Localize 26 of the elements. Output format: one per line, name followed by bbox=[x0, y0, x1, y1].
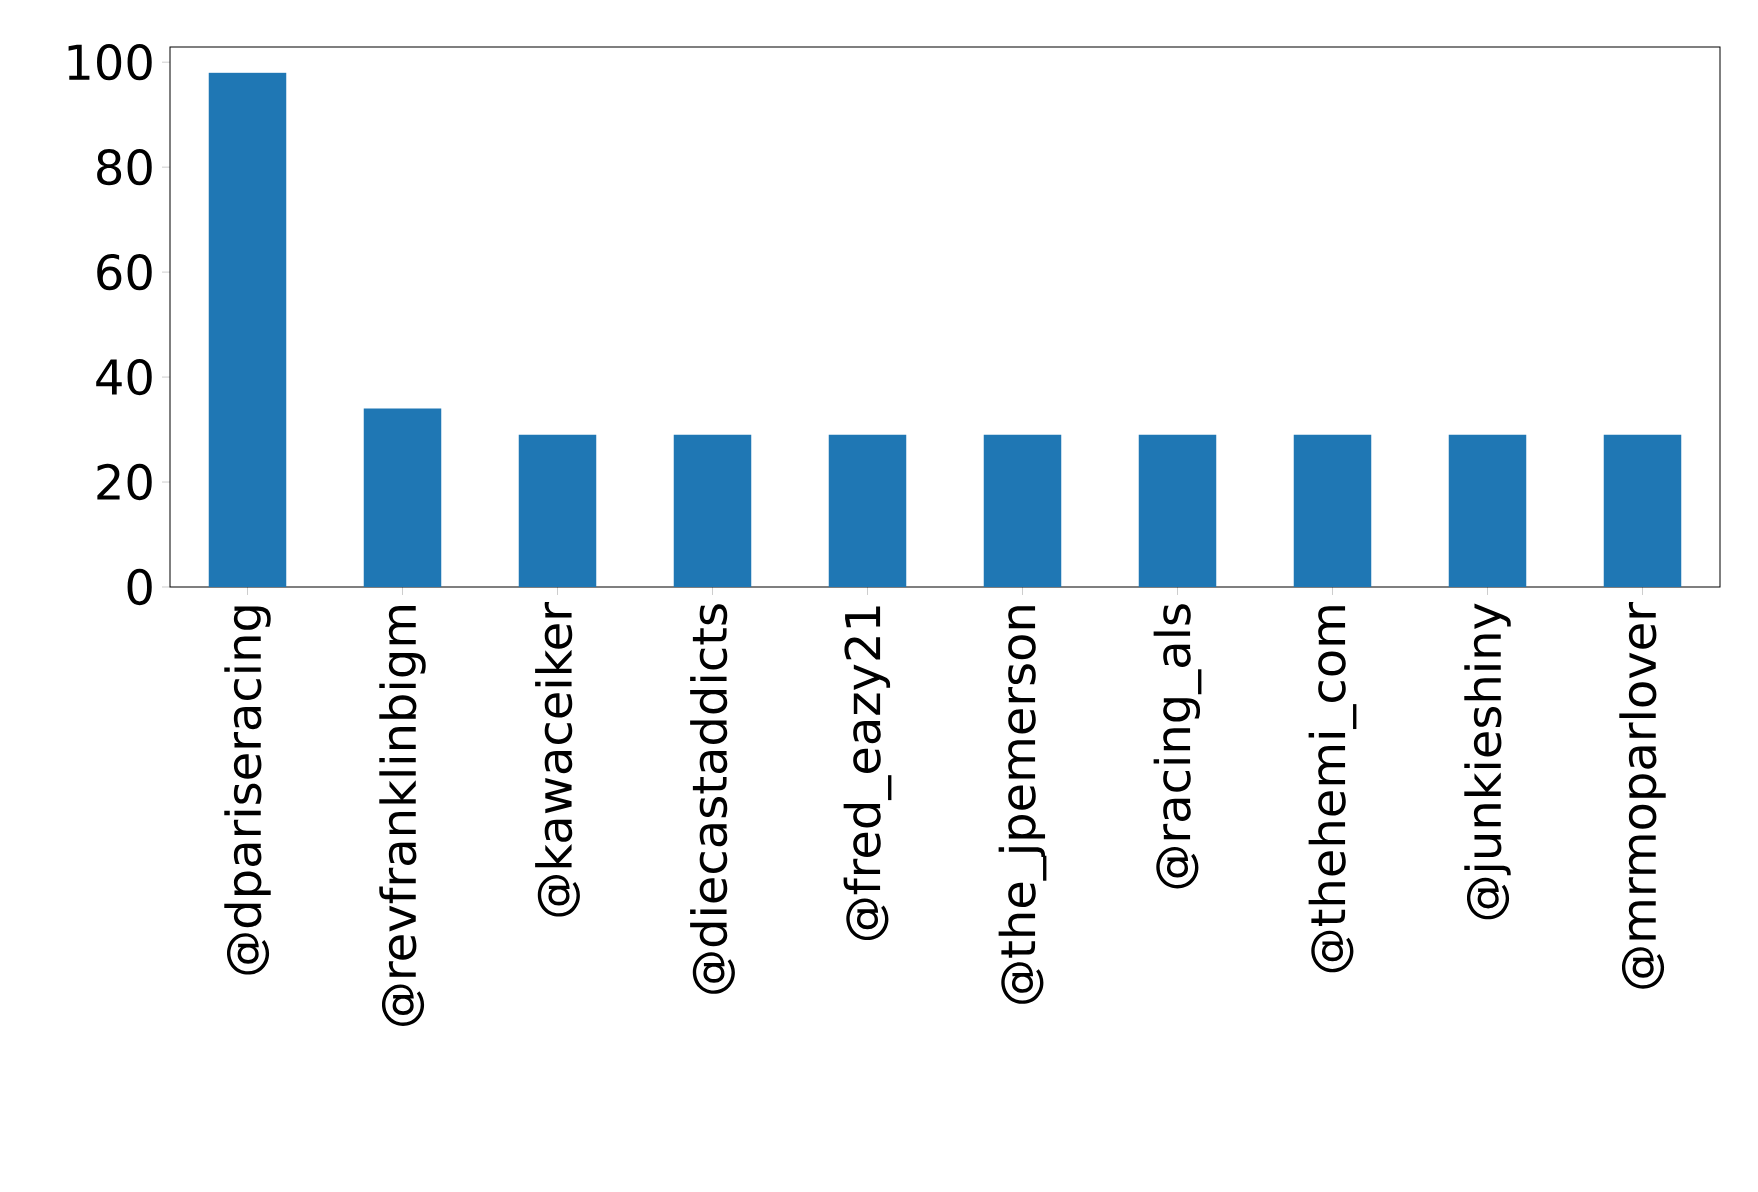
x-tick-label: @revfranklinbigm bbox=[379, 606, 426, 1026]
bar bbox=[363, 408, 442, 587]
bar bbox=[1448, 434, 1527, 587]
bar bbox=[518, 434, 597, 587]
bar bbox=[1603, 434, 1682, 587]
bar bbox=[673, 434, 752, 587]
x-tick-label: @dpariseracing bbox=[224, 606, 271, 975]
x-tick-label: @fred_eazy21 bbox=[843, 606, 892, 941]
bar bbox=[983, 434, 1062, 587]
x-tick-label: @mrmoparlover bbox=[1619, 602, 1666, 989]
bar bbox=[1293, 434, 1372, 587]
bar bbox=[1138, 434, 1217, 587]
y-tick-label: 40 bbox=[96, 358, 152, 396]
x-tick-label: @the_jpemerson bbox=[998, 606, 1047, 1004]
y-tick-label: 0 bbox=[127, 568, 152, 606]
y-tick-label: 100 bbox=[68, 44, 152, 81]
y-tick-label: 20 bbox=[97, 463, 152, 501]
x-tick-label: @diecastaddicts bbox=[690, 604, 735, 994]
bar bbox=[828, 434, 907, 587]
x-tick-label: @racing_als bbox=[1153, 604, 1202, 889]
bar bbox=[208, 72, 287, 587]
x-tick-label: @junkieshiny bbox=[1464, 603, 1511, 920]
y-tick-label: 80 bbox=[97, 149, 152, 186]
x-tick-label: @thehemi_com bbox=[1308, 606, 1357, 973]
y-tick-label: 60 bbox=[97, 253, 152, 291]
x-tick-label: @kawaceiker bbox=[535, 602, 580, 917]
